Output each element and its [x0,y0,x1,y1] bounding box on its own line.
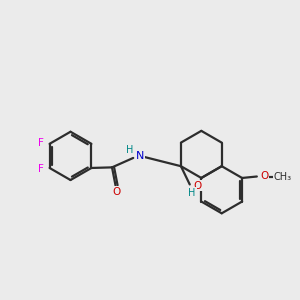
Text: O: O [112,187,120,197]
Text: F: F [38,164,44,174]
Text: O: O [194,181,202,190]
Text: N: N [136,151,144,161]
Text: H: H [188,188,196,198]
Text: CH₃: CH₃ [273,172,292,182]
Text: O: O [260,171,268,181]
Text: H: H [126,145,134,155]
Text: F: F [38,138,44,148]
